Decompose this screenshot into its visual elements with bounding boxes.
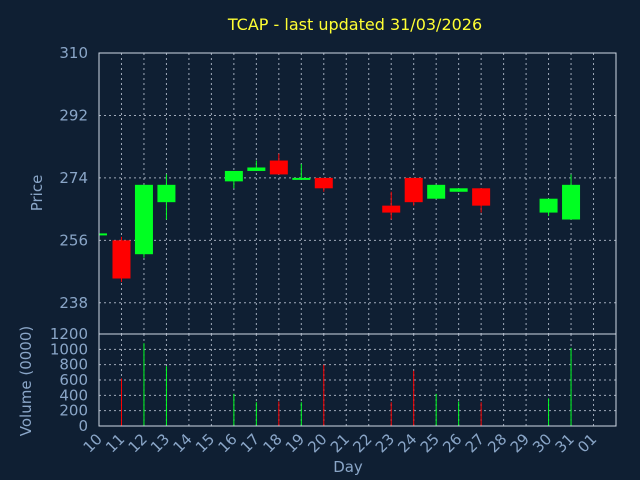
candle-body — [472, 188, 491, 206]
candle-body — [427, 184, 446, 199]
candle-body — [314, 177, 333, 189]
candle-body — [562, 184, 581, 220]
candle-body — [157, 184, 176, 203]
price-tick-label: 310 — [59, 44, 88, 62]
price-tick-label: 274 — [59, 169, 88, 187]
candle-body — [99, 233, 107, 236]
volume-tick-label: 400 — [59, 386, 88, 404]
candle-body — [292, 177, 311, 180]
candle-body — [224, 170, 243, 182]
volume-bars — [120, 343, 572, 426]
price-grid — [98, 52, 616, 334]
day-tick-label: 01 — [574, 430, 600, 456]
volume-axis-label: Volume (0000) — [17, 326, 35, 436]
price-tick-label: 238 — [59, 294, 88, 312]
candle-body — [112, 240, 131, 279]
volume-tick-label: 200 — [59, 402, 88, 420]
candle-body — [247, 167, 266, 171]
price-tick-label: 256 — [59, 231, 88, 249]
volume-tick-label: 1000 — [50, 340, 88, 358]
price-plot-frame — [98, 52, 617, 335]
price-axis-label: Price — [28, 175, 46, 212]
candle-body — [404, 177, 423, 203]
candle-body — [382, 205, 401, 213]
chart-title: TCAP - last updated 31/03/2026 — [227, 15, 482, 34]
day-axis-label: Day — [333, 458, 363, 476]
price-tick-label: 292 — [59, 106, 88, 124]
candle-body — [269, 160, 288, 175]
day-x-ticks: 1011121314151617181920212223242526272829… — [80, 430, 601, 456]
candle-body — [449, 188, 468, 192]
volume-tick-label: 800 — [59, 356, 88, 374]
volume-tick-label: 600 — [59, 371, 88, 389]
volume-plot-frame — [98, 333, 617, 427]
candle-body — [539, 198, 558, 213]
price-y-ticks: 310 292 274 256 238 — [59, 44, 88, 312]
price-candles — [99, 153, 581, 282]
volume-tick-label: 0 — [78, 417, 88, 435]
volume-grid — [98, 333, 616, 427]
volume-tick-label: 1200 — [50, 325, 88, 343]
candle-body — [134, 184, 153, 255]
